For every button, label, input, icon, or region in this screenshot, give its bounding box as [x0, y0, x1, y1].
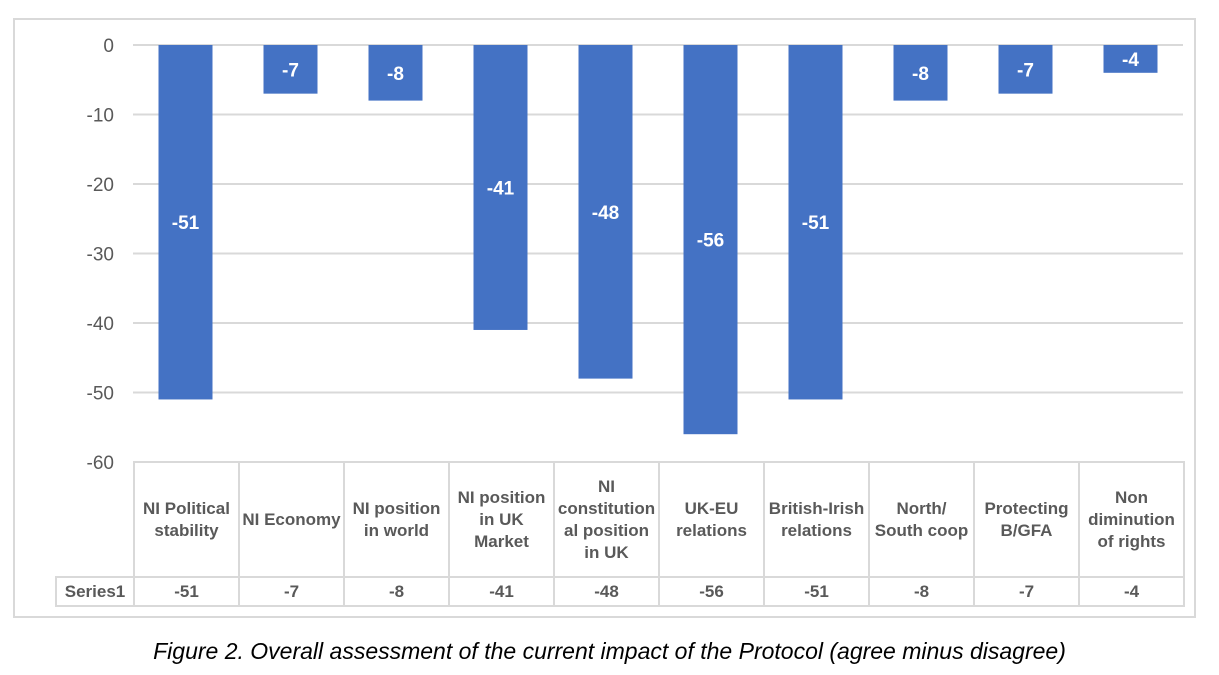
- category-label: NI Political stability: [133, 461, 240, 578]
- category-label: Protecting B/GFA: [973, 461, 1080, 578]
- category-label: NI constitutional position in UK: [553, 461, 660, 578]
- y-tick-label: -20: [87, 175, 114, 196]
- bar: [368, 45, 423, 101]
- data-label: -8: [387, 64, 404, 85]
- figure-caption: Figure 2. Overall assessment of the curr…: [153, 638, 1066, 664]
- table-value: -51: [763, 576, 870, 607]
- data-label: -4: [1122, 50, 1139, 71]
- bar: [263, 45, 318, 94]
- table-value: -7: [973, 576, 1080, 607]
- table-value: -51: [133, 576, 240, 607]
- category-label: Non diminution of rights: [1078, 461, 1185, 578]
- table-value: -8: [343, 576, 450, 607]
- data-label: -51: [802, 213, 830, 234]
- bar: [683, 45, 738, 435]
- bar: [998, 45, 1053, 94]
- y-tick-label: -60: [87, 453, 114, 474]
- y-tick-label: -10: [87, 106, 114, 127]
- y-tick-label: -40: [87, 314, 114, 335]
- y-tick-label: -30: [87, 245, 114, 266]
- bar-chart: 0 -10 -20 -30 -40 -50 -60 -51 -7 -8 -41 -48 -56 -51 -8…: [87, 36, 1183, 474]
- data-label: -51: [172, 213, 200, 234]
- category-label: UK-EU relations: [658, 461, 765, 578]
- bar: [893, 45, 948, 101]
- series-label: Series1: [55, 576, 135, 607]
- table-value: -7: [238, 576, 345, 607]
- y-tick-label: 0: [103, 36, 114, 57]
- y-tick-label: -50: [87, 384, 114, 405]
- bar: [473, 45, 528, 330]
- category-label: NI position in world: [343, 461, 450, 578]
- category-label: NI position in UK Market: [448, 461, 555, 578]
- data-label: -48: [592, 203, 619, 224]
- category-label: NI Economy: [238, 461, 345, 578]
- bar: [1103, 45, 1158, 73]
- bar: [788, 45, 843, 400]
- bar: [158, 45, 213, 400]
- category-label: British-Irish relations: [763, 461, 870, 578]
- table-value: -4: [1078, 576, 1185, 607]
- data-label: -56: [697, 231, 724, 252]
- category-label: North/ South coop: [868, 461, 975, 578]
- data-label: -7: [282, 60, 299, 81]
- data-label: -41: [487, 178, 515, 199]
- table-value: -56: [658, 576, 765, 607]
- bar: [578, 45, 633, 379]
- data-label: -8: [912, 64, 929, 85]
- table-value: -8: [868, 576, 975, 607]
- data-label: -7: [1017, 60, 1034, 81]
- chart-frame: [13, 18, 1196, 618]
- table-value: -41: [448, 576, 555, 607]
- table-value: -48: [553, 576, 660, 607]
